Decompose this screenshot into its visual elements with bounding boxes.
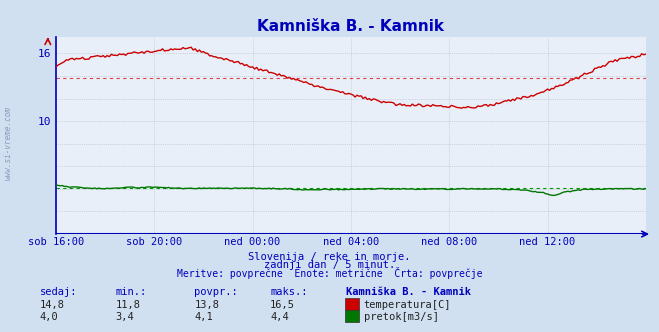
- Text: zadnji dan / 5 minut.: zadnji dan / 5 minut.: [264, 260, 395, 270]
- Text: 4,0: 4,0: [40, 312, 58, 322]
- Text: www.si-vreme.com: www.si-vreme.com: [4, 106, 13, 180]
- Text: 13,8: 13,8: [194, 300, 219, 310]
- Text: Meritve: povprečne  Enote: metrične  Črta: povprečje: Meritve: povprečne Enote: metrične Črta:…: [177, 267, 482, 279]
- Text: 11,8: 11,8: [115, 300, 140, 310]
- Text: 14,8: 14,8: [40, 300, 65, 310]
- Text: povpr.:: povpr.:: [194, 288, 238, 297]
- Text: 3,4: 3,4: [115, 312, 134, 322]
- Text: 4,4: 4,4: [270, 312, 289, 322]
- Text: Kamniška B. - Kamnik: Kamniška B. - Kamnik: [346, 288, 471, 297]
- Text: 16,5: 16,5: [270, 300, 295, 310]
- Text: temperatura[C]: temperatura[C]: [364, 300, 451, 310]
- Text: 4,1: 4,1: [194, 312, 213, 322]
- Text: min.:: min.:: [115, 288, 146, 297]
- Text: pretok[m3/s]: pretok[m3/s]: [364, 312, 439, 322]
- Text: maks.:: maks.:: [270, 288, 308, 297]
- Title: Kamniška B. - Kamnik: Kamniška B. - Kamnik: [258, 19, 444, 34]
- Text: Slovenija / reke in morje.: Slovenija / reke in morje.: [248, 252, 411, 262]
- Text: sedaj:: sedaj:: [40, 288, 77, 297]
